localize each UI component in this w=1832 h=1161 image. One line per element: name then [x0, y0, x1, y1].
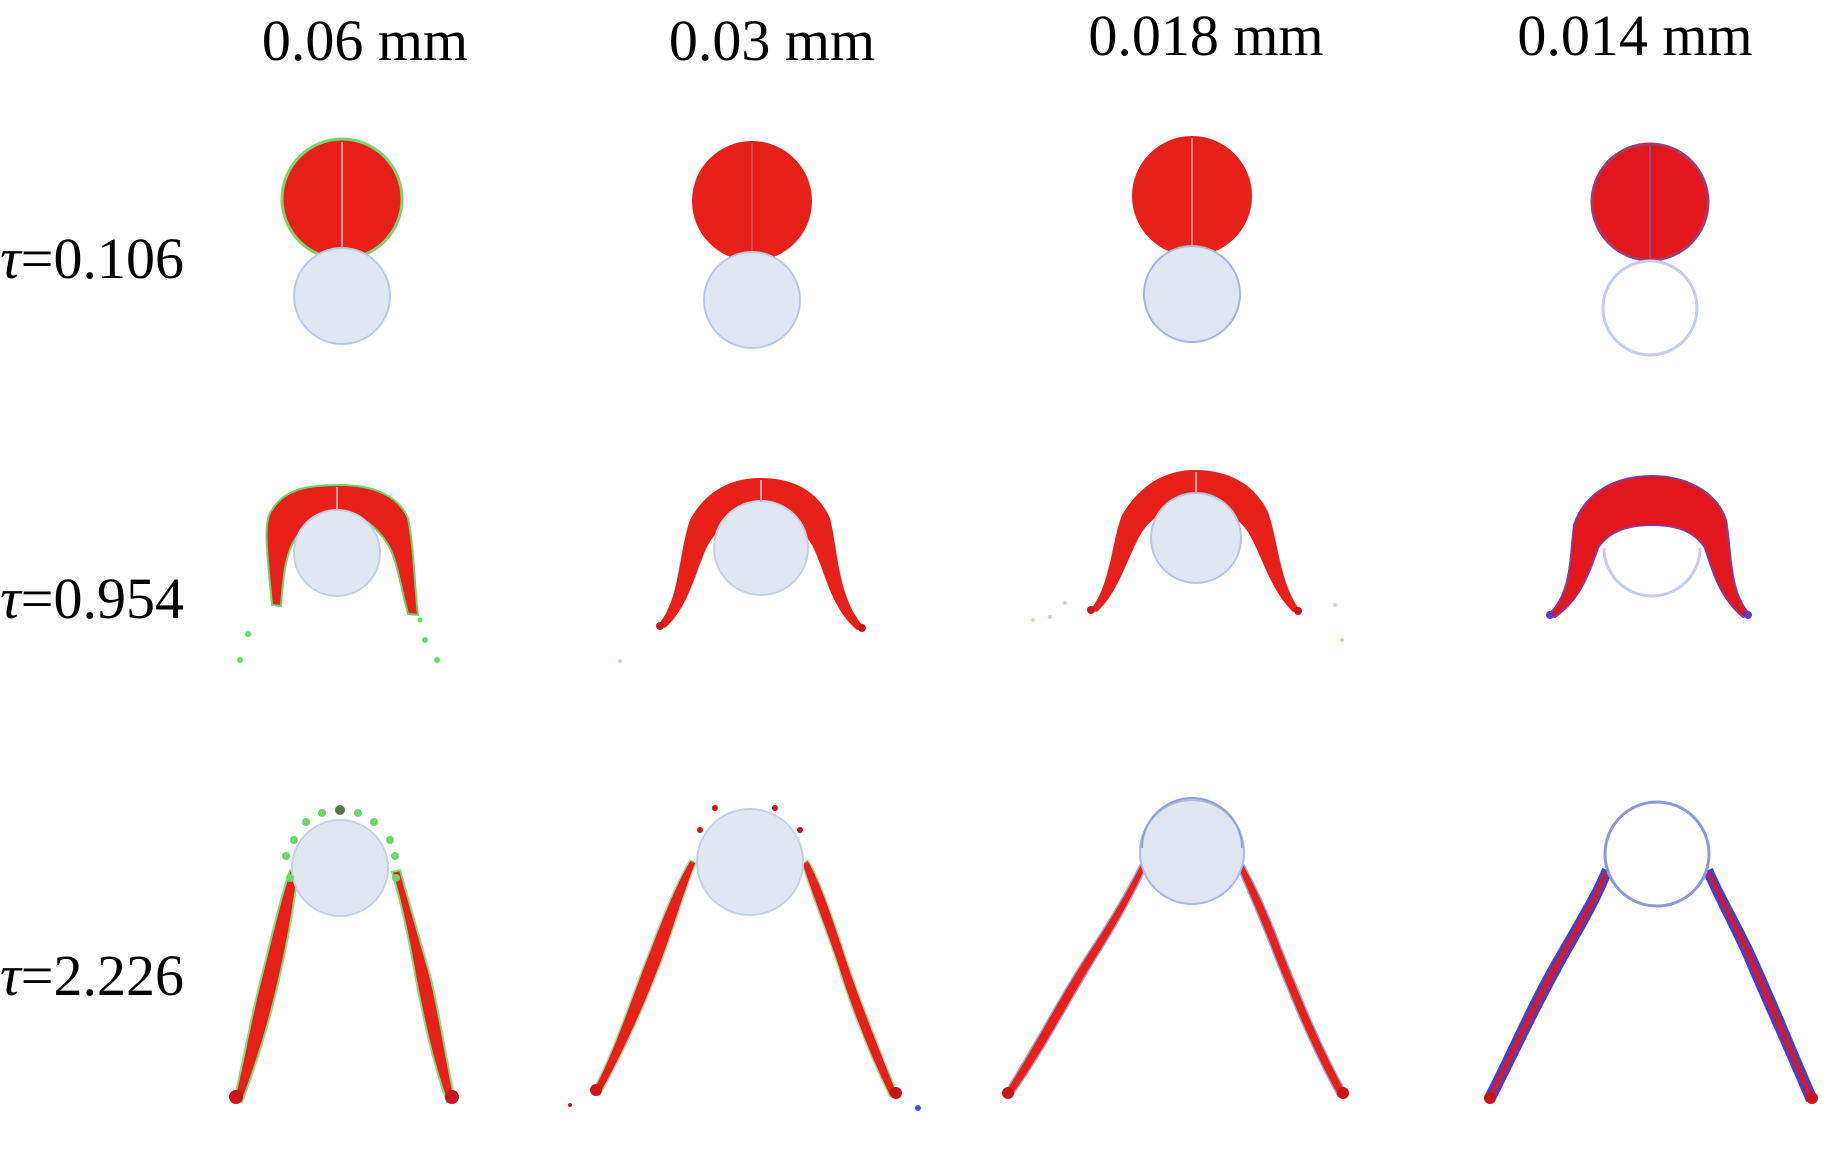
row-labels: τ=0.106 τ=0.954 τ=2.226 — [0, 226, 184, 1008]
particle — [293, 247, 391, 345]
droplet-tip — [1546, 611, 1554, 619]
droplet-fragment — [697, 827, 703, 833]
column-labels: 0.06 mm 0.03 mm 0.018 mm 0.014 mm — [262, 3, 1753, 73]
right-ligament — [1237, 864, 1348, 1097]
particle — [1603, 800, 1711, 908]
green-fragment — [354, 809, 362, 817]
droplet-tip — [1087, 606, 1095, 614]
row-1-panels — [280, 136, 1710, 357]
green-fragment — [618, 659, 622, 663]
green-fragment — [1340, 638, 1344, 642]
row-label-tau-2-226: τ=2.226 — [0, 943, 184, 1008]
green-fragment — [1333, 603, 1337, 607]
particle — [291, 819, 389, 917]
green-fragment-crown — [282, 805, 400, 882]
panel-r3-c2 — [568, 805, 921, 1111]
droplet-film — [1545, 474, 1752, 619]
green-fragment — [1063, 601, 1067, 605]
particle — [293, 509, 381, 597]
particle — [696, 808, 804, 916]
droplet-fragment — [712, 805, 718, 811]
panel-r1-c3 — [1132, 136, 1252, 343]
row-value: =2.226 — [21, 943, 184, 1008]
particle-lower-arc — [1602, 547, 1702, 598]
droplet-tip — [1294, 607, 1302, 615]
green-fragment — [434, 657, 440, 663]
panel-r3-c3 — [1002, 797, 1349, 1099]
column-label-0-014mm: 0.014 mm — [1517, 3, 1752, 68]
particle — [713, 500, 809, 596]
green-fragment — [386, 836, 394, 844]
ligament-tip — [445, 1090, 459, 1104]
panel-r1-c2 — [692, 141, 812, 349]
droplet-film — [1090, 470, 1300, 612]
row-value: =0.106 — [21, 226, 184, 291]
ligament-tip — [1806, 1092, 1818, 1104]
panel-r1-c4 — [1590, 142, 1710, 357]
green-fragment — [302, 818, 310, 826]
ligament-tip — [1484, 1092, 1496, 1104]
right-ligament — [390, 868, 457, 1104]
particle — [1139, 799, 1245, 905]
left-ligament — [1003, 863, 1147, 1097]
green-fragment — [1031, 618, 1035, 622]
panel-r3-c4 — [1483, 800, 1818, 1104]
droplet-fragment — [568, 1103, 572, 1107]
tau-symbol: τ — [0, 226, 23, 291]
droplet-fragment — [797, 827, 803, 833]
film-cap — [1141, 797, 1243, 849]
droplet-fragment — [915, 1105, 921, 1111]
row-value: =0.954 — [21, 566, 184, 631]
left-ligament — [1483, 868, 1612, 1103]
row-3-panels — [229, 797, 1818, 1111]
row-label-tau-0-106: τ=0.106 — [0, 226, 184, 291]
droplet-tip — [858, 624, 866, 632]
green-fragment — [417, 617, 423, 623]
droplet-tip — [1744, 611, 1752, 619]
ligament-tip — [890, 1087, 902, 1099]
panel-r1-c1 — [280, 137, 404, 345]
ligament-tip — [229, 1090, 243, 1104]
green-fragment — [318, 809, 326, 817]
particle — [1143, 245, 1241, 343]
green-fragment — [422, 637, 428, 643]
panel-r3-c1 — [229, 805, 459, 1104]
droplet-fragment — [772, 805, 778, 811]
particle — [1150, 492, 1242, 584]
right-ligament — [801, 858, 900, 1098]
panel-r2-c1 — [237, 483, 440, 663]
row-2-panels — [237, 470, 1752, 663]
droplet-tip — [656, 622, 664, 630]
row-label-tau-0-954: τ=0.954 — [0, 566, 184, 631]
ligament-tip — [1337, 1087, 1349, 1099]
green-fragment — [370, 818, 378, 826]
tau-symbol: τ — [0, 943, 23, 1008]
panel-r2-c2 — [618, 478, 866, 663]
green-fragment — [286, 874, 294, 882]
tau-symbol: τ — [0, 566, 23, 631]
ligament-tip — [590, 1084, 602, 1096]
green-fragment — [392, 874, 400, 882]
column-label-0-06mm: 0.06 mm — [262, 8, 468, 73]
droplet-film — [658, 478, 865, 630]
right-ligament — [1703, 868, 1817, 1103]
panel-r2-c4 — [1545, 474, 1752, 619]
particle — [1601, 259, 1699, 357]
green-fragment — [391, 852, 399, 860]
green-fragment — [245, 631, 251, 637]
particle — [703, 251, 801, 349]
left-ligament — [590, 859, 697, 1096]
column-label-0-018mm: 0.018 mm — [1088, 3, 1323, 68]
column-label-0-03mm: 0.03 mm — [669, 8, 875, 73]
green-fragment — [335, 805, 345, 815]
panel-r2-c3 — [1031, 470, 1344, 642]
green-fragment — [282, 852, 290, 860]
left-ligament — [232, 868, 300, 1104]
green-fragment — [237, 657, 243, 663]
ligament-tip — [1002, 1087, 1014, 1099]
green-fragment — [1048, 615, 1052, 619]
green-fragment — [290, 836, 298, 844]
